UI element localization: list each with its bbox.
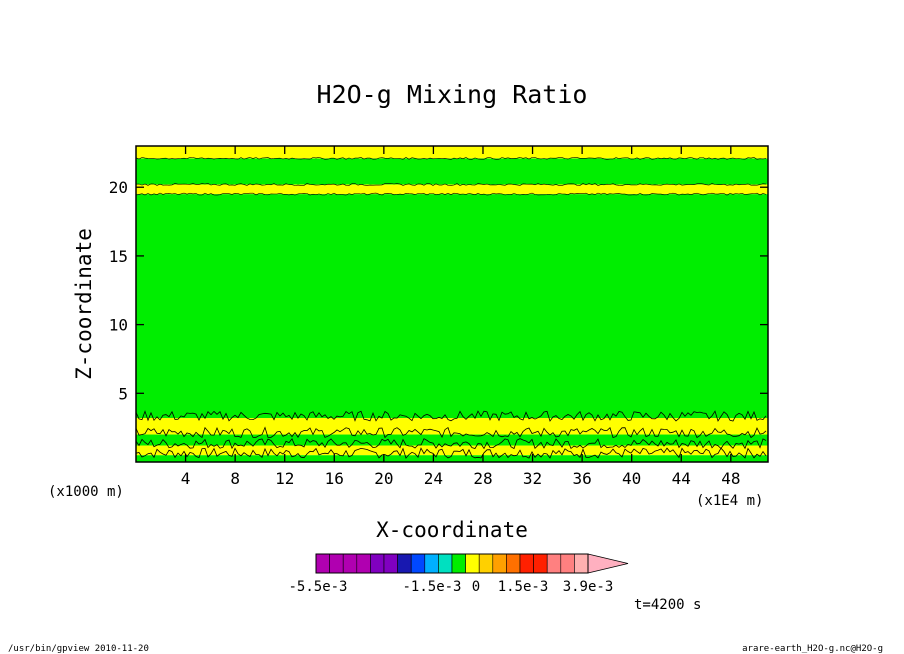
y-tick-label-10: 10 [109,316,128,335]
x-axis-label: X-coordinate [376,518,528,542]
colorbar-label-3: 1.5e-3 [498,579,549,595]
colorbar-cell-0 [315,553,330,574]
x-tick-label-4: 4 [181,469,191,488]
colorbar-cell-14 [506,553,521,574]
contour-line-5 [135,192,767,196]
contour-line-7 [135,157,767,160]
colorbar-arrow [587,553,629,574]
band-5 [136,184,768,195]
contour-lines [135,157,767,459]
x-tick-label-12: 12 [275,469,294,488]
y-ticks: 5 10 15 20 [109,178,768,403]
colorbar-cell-6 [397,553,412,574]
x-tick-label-44: 44 [672,469,691,488]
contour-line-6 [135,183,767,186]
colorbar-cell-15 [519,553,534,574]
x-units-label: (x1000 m) [48,484,124,500]
footer-left: /usr/bin/gpview 2010-11-20 [8,644,149,654]
y-tick-label-15: 15 [109,247,128,266]
colorbar-cell-17 [546,553,562,574]
band-6 [136,158,768,185]
contour-bands [136,146,768,462]
band-0 [136,455,768,462]
colorbar [315,553,629,574]
footer-right: arare-earth_H2O-g.nc@H2O-g [742,644,883,654]
band-1 [136,445,768,456]
colorbar-label-0: -5.5e-3 [288,579,347,595]
x-tick-label-16: 16 [325,469,344,488]
band-3 [136,418,768,435]
x-tick-label-40: 40 [622,469,641,488]
contour-line-4 [135,410,767,422]
colorbar-cell-9 [438,553,453,574]
contour-line-1 [135,447,767,459]
x-tick-label-24: 24 [424,469,443,488]
colorbar-labels: -5.5e-3 -1.5e-3 0 1.5e-3 3.9e-3 [288,579,613,595]
colorbar-frame [315,553,589,574]
colorbar-cell-19 [574,553,589,574]
colorbar-label-2: 0 [472,579,480,595]
colorbar-label-4: 3.9e-3 [563,579,614,595]
colorbar-cell-13 [492,553,507,574]
contour-line-3 [135,426,767,439]
x-ticks: 4 8 12 16 20 24 28 32 36 40 44 48 [181,146,740,488]
colorbar-cell-3 [356,553,371,574]
colorbar-cell-7 [410,553,426,574]
colorbar-cell-11 [465,553,480,574]
band-4 [136,194,768,419]
x-tick-label-8: 8 [230,469,240,488]
colorbar-cell-1 [329,553,344,574]
x-tick-label-48: 48 [721,469,740,488]
y-tick-label-5: 5 [118,384,128,403]
colorbar-cell-12 [478,553,494,574]
band-2 [136,434,768,446]
colorbar-cell-10 [451,553,466,574]
band-7 [136,146,768,159]
x-tick-label-36: 36 [572,469,591,488]
plot-frame [135,145,769,463]
colorbar-cell-16 [533,553,548,574]
y-axis-label: Z-coordinate [72,228,96,380]
y-tick-label-20: 20 [109,178,128,197]
colorbar-cell-18 [560,553,575,574]
colorbar-cell-5 [383,553,398,574]
chart-title: H2O-g Mixing Ratio [317,80,588,109]
x-tick-label-28: 28 [473,469,492,488]
contour-line-2 [135,438,767,450]
x-tick-label-32: 32 [523,469,542,488]
x-tick-label-20: 20 [374,469,393,488]
colorbar-label-1: -1.5e-3 [402,579,461,595]
colorbar-cell-2 [342,553,358,574]
x-scale-note: (x1E4 m) [696,493,763,509]
colorbar-cell-8 [424,553,439,574]
time-label: t=4200 s [634,597,701,613]
colorbar-cell-4 [370,553,385,574]
